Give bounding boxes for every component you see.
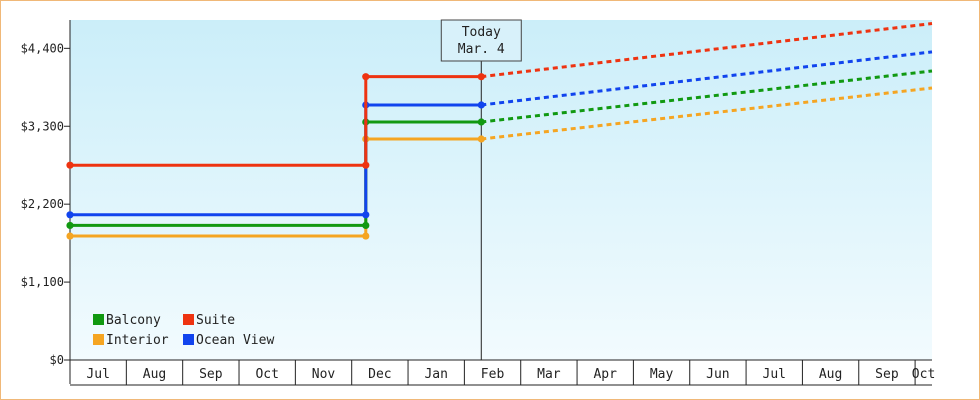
y-tick-label: $0 (50, 353, 64, 367)
legend-label-ocean-view: Ocean View (196, 333, 274, 348)
x-tick-label: Apr (593, 367, 617, 382)
legend-swatch-ocean-view (183, 334, 194, 345)
x-tick-label: Oct (912, 367, 935, 382)
x-tick-label: Aug (143, 367, 166, 382)
series-suite-point (362, 161, 370, 169)
x-tick-label: Sep (875, 367, 899, 382)
today-label: Today (462, 25, 501, 40)
series-interior-point (362, 232, 370, 240)
y-tick-label: $4,400 (21, 41, 64, 55)
x-tick-label: Jul (763, 367, 786, 382)
y-axis: $0 $1,100 $2,200 $3,300 $4,400 (21, 20, 71, 384)
series-suite-line (70, 75, 482, 167)
x-tick-label: Sep (199, 367, 223, 382)
today-marker: Today Mar. 4 (440, 19, 522, 360)
legend-label-suite: Suite (196, 313, 235, 328)
legend-label-balcony: Balcony (106, 313, 161, 328)
today-label-box (440, 19, 522, 62)
x-tick-label: Jul (86, 367, 109, 382)
x-tick-label: Jun (706, 367, 729, 382)
series-interior-point (477, 135, 485, 143)
x-tick-label: Feb (481, 367, 505, 382)
series-balcony-projection (481, 69, 933, 124)
series-suite-projection (481, 22, 933, 79)
x-tick-label: May (650, 367, 674, 382)
series-balcony-point (477, 118, 485, 126)
y-tick-label: $3,300 (21, 119, 64, 133)
series-ocean-view-projection (481, 50, 933, 107)
series-suite (66, 22, 933, 169)
series-suite-point (66, 161, 74, 169)
series-ocean-view-point (362, 211, 370, 219)
series-suite-point (362, 73, 370, 81)
x-tick-label: Mar (537, 367, 561, 382)
legend: Balcony Suite Interior Ocean View (93, 313, 274, 348)
legend-swatch-interior (93, 334, 104, 345)
series-suite-point (477, 73, 485, 81)
plot-area (70, 20, 932, 360)
legend-swatch-balcony (93, 314, 104, 325)
legend-label-interior: Interior (106, 333, 169, 348)
series-interior-point (66, 232, 74, 240)
series-balcony-point (362, 221, 370, 230)
x-tick-label: Dec (368, 367, 391, 382)
x-tick-label: Aug (819, 367, 842, 382)
y-tick-label: $2,200 (21, 197, 64, 211)
x-tick-label: Oct (255, 367, 278, 382)
x-tick-label: Jan (424, 367, 447, 382)
series-interior-projection (481, 86, 933, 141)
series-layer (66, 22, 933, 240)
series-balcony-point (66, 221, 74, 230)
x-tick-label: Nov (312, 367, 336, 382)
x-axis: Jul Aug Sep Oct Nov Dec Jan Feb Mar Apr May Jun Jul A… (70, 359, 935, 386)
series-ocean-view-point (66, 211, 74, 219)
y-tick-label: $1,100 (21, 275, 64, 289)
series-ocean-view-point (477, 101, 485, 109)
legend-swatch-suite (183, 314, 194, 325)
today-date: Mar. 4 (458, 42, 505, 57)
